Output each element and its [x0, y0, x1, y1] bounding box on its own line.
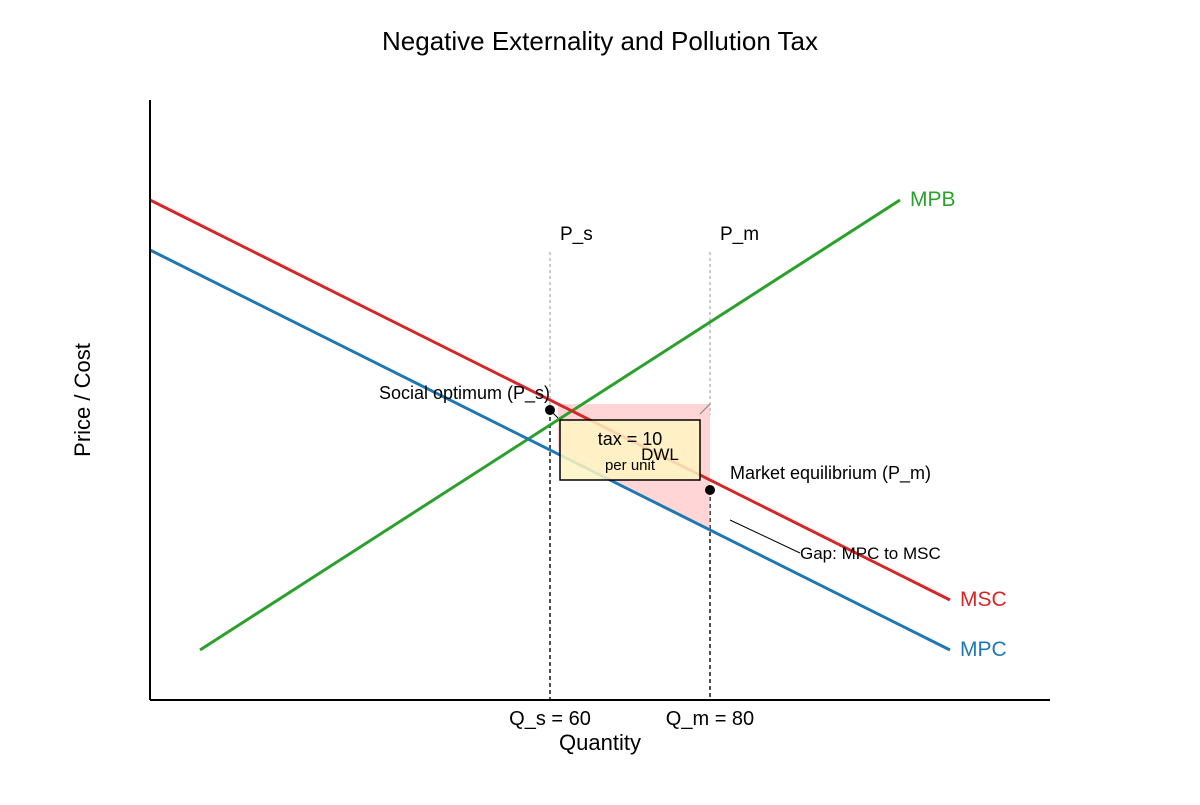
series-mpc-line — [149, 248, 951, 652]
x-axis-label: Quantity — [559, 730, 641, 755]
tax-sublabel: per unit — [605, 457, 656, 474]
tax-box: tax = 10 per unit — [559, 419, 701, 481]
series-mpb-label: MPB — [910, 188, 956, 211]
reference-label-1: P_m — [720, 224, 759, 245]
tax-label: tax = 10 — [598, 429, 663, 449]
series-msc-line — [149, 198, 951, 602]
point-label-1: Market equilibrium (P_m) — [730, 463, 931, 484]
series-mpb-line — [199, 198, 901, 652]
labels-layer: P_s P_m MPB MSC MPC Social optimum (P_s) Marke… — [379, 188, 1007, 730]
x-marker-label-0: Q_s = 60 — [509, 708, 591, 730]
point-label-0: Social optimum (P_s) — [379, 383, 550, 404]
y-axis-label: Price / Cost — [70, 343, 95, 457]
series-mpc-label: MPC — [960, 638, 1007, 661]
gap-label: Gap: MPC to MSC — [800, 544, 941, 563]
gap-pointer-line — [729, 519, 801, 554]
dwl-edge — [699, 403, 711, 415]
series-msc-label: MSC — [960, 588, 1007, 611]
reference-label-0: P_s — [560, 224, 593, 245]
dwl-label: DWL — [641, 445, 679, 464]
tax-box-rect — [559, 419, 701, 481]
series-layer — [149, 198, 951, 652]
point-pointer-0 — [549, 409, 559, 419]
x-marker-label-1: Q_m = 80 — [666, 708, 754, 730]
point-1 — [705, 485, 715, 495]
chart-title: Negative Externality and Pollution Tax — [382, 26, 818, 56]
